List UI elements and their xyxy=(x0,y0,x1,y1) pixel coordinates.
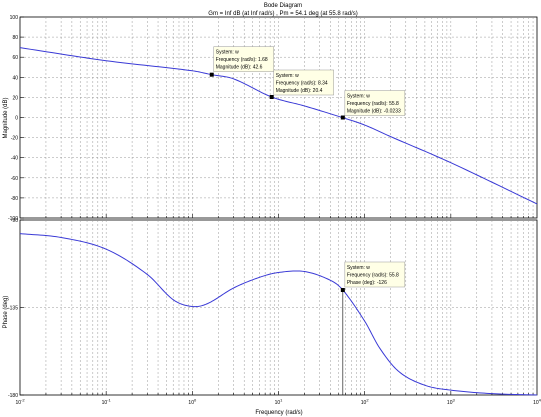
magnitude-axis-label: Magnitude (dB) xyxy=(3,97,9,138)
datatip-text: Magnitude (dB): 20.4 xyxy=(276,88,323,94)
x-tick-label: 10-2 xyxy=(15,398,25,407)
y-tick-label: -90 xyxy=(11,218,18,224)
x-tick-label: 102 xyxy=(361,398,370,407)
frequency-axis-label: Frequency (rad/s) xyxy=(255,410,302,416)
datatip-text: Magnitude (dB): -0.0233 xyxy=(347,109,401,115)
y-tick-label: 80 xyxy=(12,35,18,41)
x-tick-label: 103 xyxy=(447,398,456,407)
response-curve xyxy=(19,233,538,396)
chart-subtitle: Gm = Inf dB (at Inf rad/s) , Pm = 54.1 d… xyxy=(208,11,357,17)
phase-axis-label: Phase (deg) xyxy=(3,296,9,329)
x-tick-label: 10-1 xyxy=(102,398,112,407)
datatip-text: System: w xyxy=(216,50,239,56)
chart-title: Bode Diagram xyxy=(264,3,302,9)
y-tick-label: 20 xyxy=(12,95,18,101)
datatip-text: System: w xyxy=(347,265,370,271)
x-tick-label: 101 xyxy=(275,398,284,407)
y-tick-label: 100 xyxy=(10,15,19,21)
datatip-box xyxy=(344,90,406,116)
datatip-text: Frequency (rad/s): 8.34 xyxy=(276,80,328,86)
datatip-text: Frequency (rad/s): 1.68 xyxy=(216,57,268,63)
datatip-text: Frequency (rad/s): 55.8 xyxy=(347,101,399,107)
datatip-box xyxy=(213,46,274,72)
y-tick-label: -20 xyxy=(11,136,18,142)
y-tick-label: -180 xyxy=(8,393,18,399)
datatip-marker[interactable] xyxy=(340,288,345,292)
y-tick-label: -100 xyxy=(8,216,18,222)
y-tick-label: 60 xyxy=(12,55,18,61)
datatip-text: Frequency (rad/s): 55.8 xyxy=(347,273,399,279)
y-tick-label: -135 xyxy=(8,306,18,312)
datatip-text: Phase (deg): -126 xyxy=(347,280,387,286)
datatip-marker[interactable] xyxy=(209,72,214,77)
datatip-text: Magnitude (dB): 42.6 xyxy=(216,65,263,71)
phase-panel: -180 -135 -90 10-2 10-1 100 101 102 103 104 System… xyxy=(8,218,541,406)
response-curve xyxy=(19,47,538,205)
x-tick-label: 104 xyxy=(533,398,541,407)
datatip-marker[interactable] xyxy=(269,94,274,99)
datatip-text: System: w xyxy=(347,94,370,100)
y-tick-label: -60 xyxy=(11,176,18,182)
datatip-marker[interactable] xyxy=(340,115,345,120)
datatip-text: System: w xyxy=(276,73,299,79)
y-tick-label: -40 xyxy=(11,156,18,162)
datatip-box xyxy=(273,69,334,96)
datatip-box xyxy=(344,261,406,288)
y-tick-label: 0 xyxy=(15,116,18,122)
x-tick-label: 100 xyxy=(188,398,197,407)
y-tick-label: 40 xyxy=(12,75,18,81)
y-tick-label: -80 xyxy=(11,196,18,202)
